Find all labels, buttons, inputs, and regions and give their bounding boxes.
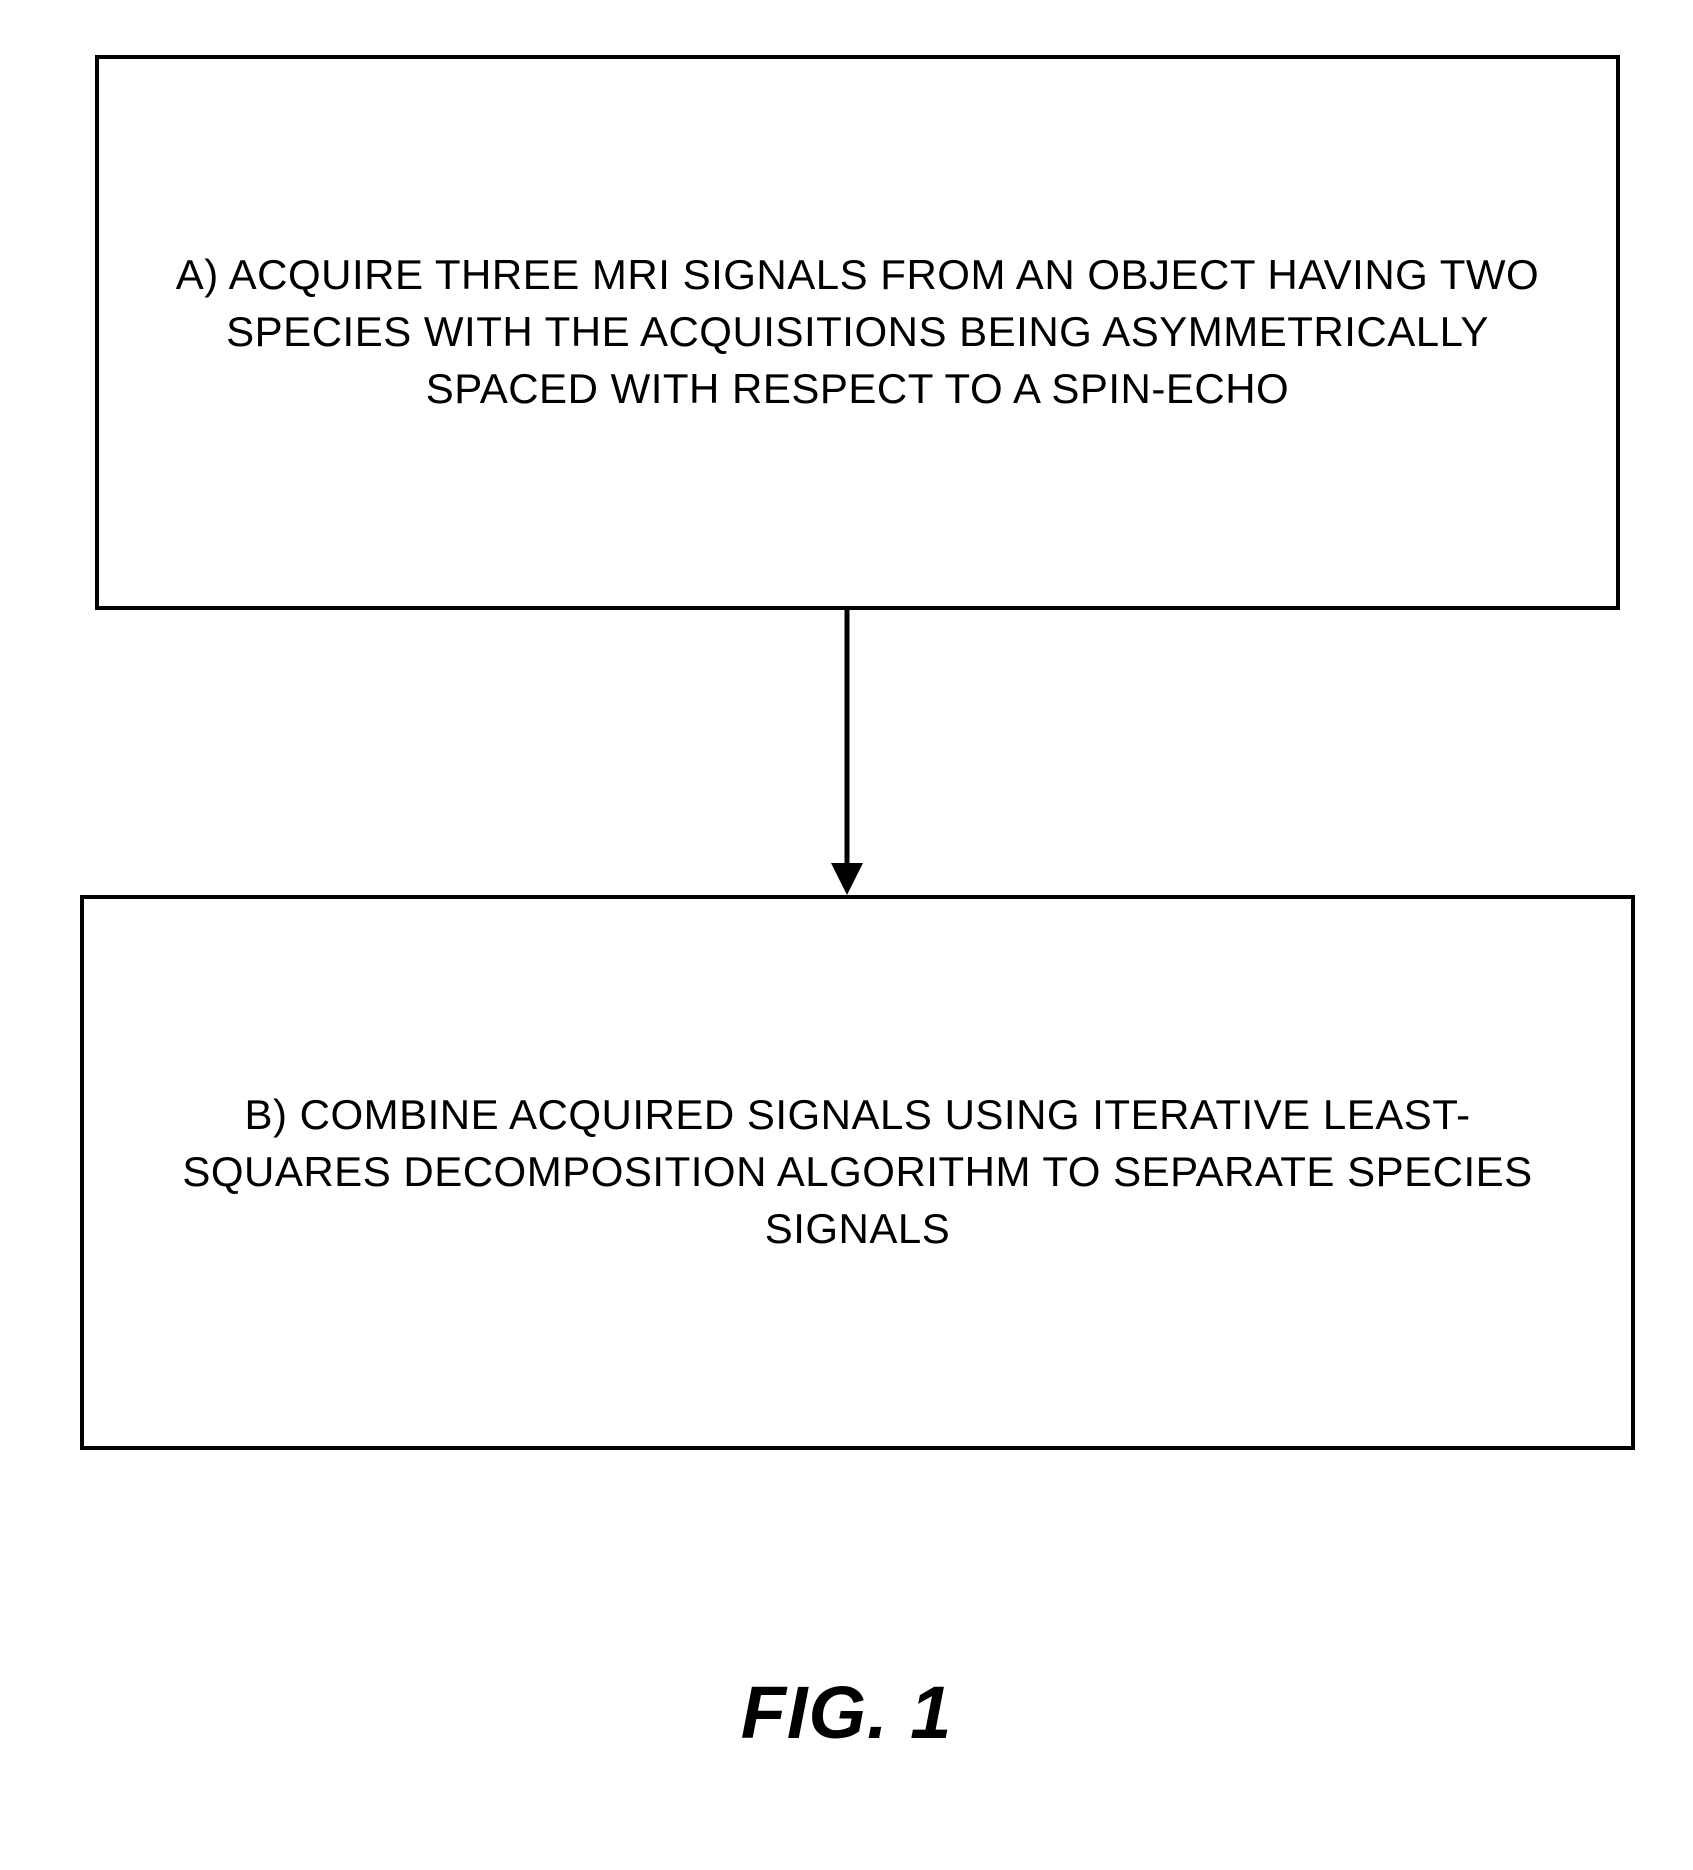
node-a-text: A) ACQUIRE THREE MRI SIGNALS FROM AN OBJ… <box>159 247 1556 417</box>
figure-label: FIG. 1 <box>741 1670 953 1755</box>
flowchart-container: A) ACQUIRE THREE MRI SIGNALS FROM AN OBJ… <box>0 0 1693 1870</box>
flowchart-node-b: B) COMBINE ACQUIRED SIGNALS USING ITERAT… <box>80 895 1635 1450</box>
flowchart-edge-a-to-b <box>827 610 867 895</box>
node-b-text: B) COMBINE ACQUIRED SIGNALS USING ITERAT… <box>144 1087 1571 1257</box>
arrow-line <box>844 610 849 865</box>
arrow-head-icon <box>831 863 863 895</box>
flowchart-node-a: A) ACQUIRE THREE MRI SIGNALS FROM AN OBJ… <box>95 55 1620 610</box>
